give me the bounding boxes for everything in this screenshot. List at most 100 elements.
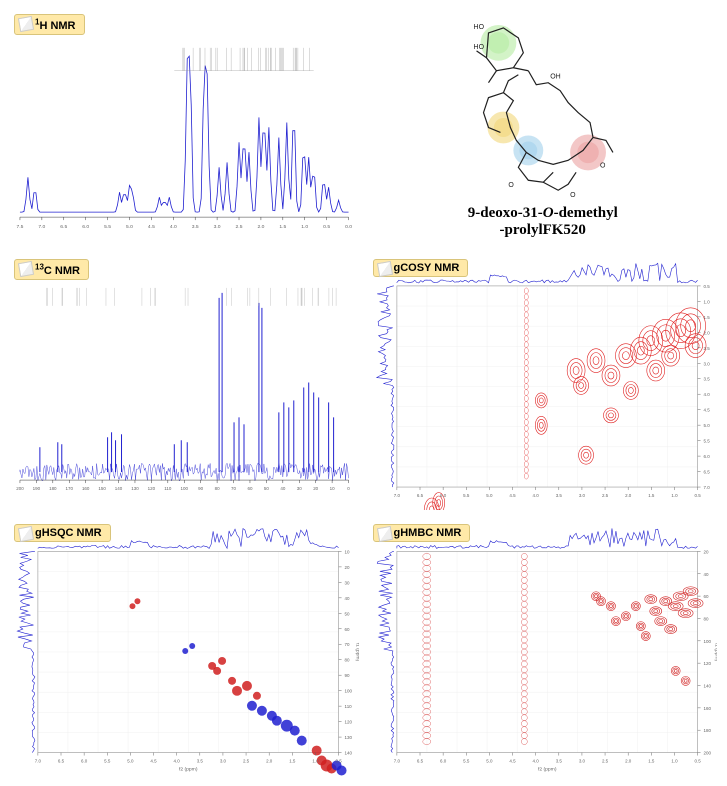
svg-text:2.0: 2.0	[625, 759, 632, 764]
svg-text:20: 20	[313, 486, 318, 491]
svg-text:40: 40	[703, 572, 708, 577]
svg-text:4.5: 4.5	[703, 408, 710, 413]
panel-1h-nmr: 1H NMR 7.57.06.56.05.55.04.54.03.53.02.5…	[10, 10, 359, 245]
svg-text:6.5: 6.5	[58, 759, 65, 764]
spectrum-1h-nmr: 7.57.06.56.05.55.04.54.03.53.02.52.01.51…	[10, 10, 359, 245]
svg-text:3.0: 3.0	[578, 759, 585, 764]
svg-text:0.5: 0.5	[694, 759, 701, 764]
label-text: gHMBC NMR	[394, 527, 462, 539]
svg-text:1.5: 1.5	[648, 759, 655, 764]
svg-text:4.0: 4.0	[532, 759, 539, 764]
label-text: gCOSY NMR	[394, 262, 460, 274]
svg-text:3.5: 3.5	[555, 759, 562, 764]
svg-text:110: 110	[164, 486, 172, 491]
svg-text:6.5: 6.5	[60, 224, 67, 230]
svg-text:150: 150	[98, 486, 106, 491]
label-ghmbc: gHMBC NMR	[373, 524, 471, 542]
svg-text:120: 120	[345, 720, 353, 725]
svg-text:f2 (ppm): f2 (ppm)	[179, 766, 198, 772]
svg-text:6.5: 6.5	[416, 759, 423, 764]
svg-text:7.0: 7.0	[393, 493, 400, 498]
svg-text:2.0: 2.0	[703, 330, 710, 335]
svg-text:4.5: 4.5	[509, 759, 516, 764]
svg-text:6.0: 6.0	[82, 224, 89, 230]
svg-text:2.5: 2.5	[243, 759, 250, 764]
svg-text:120: 120	[703, 661, 711, 666]
svg-text:170: 170	[66, 486, 74, 491]
svg-text:0.0: 0.0	[345, 224, 352, 230]
svg-text:O: O	[508, 182, 514, 189]
svg-text:3.0: 3.0	[703, 361, 710, 366]
spectrum-gcosy: 7.0 6.5 6.0 5.5 5.0 4.5 4.0 3.5 3.0 2.5 2.0 1.5 1.0 0…	[369, 255, 718, 510]
svg-text:140: 140	[703, 683, 711, 688]
svg-text:3.5: 3.5	[703, 377, 710, 382]
svg-text:20: 20	[703, 549, 708, 554]
svg-text:6.5: 6.5	[416, 493, 423, 498]
svg-text:90: 90	[198, 486, 203, 491]
svg-text:1.0: 1.0	[671, 493, 678, 498]
svg-text:60: 60	[703, 594, 708, 599]
svg-text:7.5: 7.5	[16, 224, 23, 230]
svg-text:O: O	[600, 162, 606, 169]
svg-text:6.0: 6.0	[703, 454, 710, 459]
svg-text:2.5: 2.5	[601, 493, 608, 498]
svg-text:90: 90	[345, 673, 350, 678]
label-text: 13C NMR	[35, 265, 80, 277]
svg-text:2.0: 2.0	[625, 493, 632, 498]
svg-text:4.0: 4.0	[703, 392, 710, 397]
panel-ghsqc: gHSQC NMR 7.06.56.05.55.04.54.03.53.02.5…	[10, 520, 359, 776]
svg-text:2.5: 2.5	[601, 759, 608, 764]
spectrum-ghsqc: 7.06.56.05.55.04.54.03.53.02.52.01.51.00…	[10, 520, 359, 776]
svg-text:5.5: 5.5	[463, 493, 470, 498]
svg-text:HO: HO	[473, 24, 484, 31]
svg-text:80: 80	[215, 486, 220, 491]
svg-text:4.5: 4.5	[150, 759, 157, 764]
svg-text:4.5: 4.5	[148, 224, 155, 230]
svg-text:160: 160	[703, 706, 711, 711]
svg-text:130: 130	[345, 735, 353, 740]
svg-text:70: 70	[231, 486, 236, 491]
svg-text:100: 100	[345, 689, 353, 694]
panel-ghmbc: gHMBC NMR 7.06.56.05.55.04.54.03.53.02.5…	[369, 520, 718, 776]
label-1h-nmr: 1H NMR	[14, 14, 85, 35]
svg-text:1.0: 1.0	[312, 759, 319, 764]
svg-text:200: 200	[16, 486, 24, 491]
svg-text:HO: HO	[473, 44, 484, 51]
svg-text:30: 30	[345, 580, 350, 585]
label-13c-nmr: 13C NMR	[14, 259, 89, 280]
svg-text:140: 140	[345, 751, 353, 756]
svg-text:3.0: 3.0	[578, 493, 585, 498]
label-text: 1H NMR	[35, 20, 76, 32]
svg-text:120: 120	[148, 486, 156, 491]
svg-text:5.5: 5.5	[104, 759, 111, 764]
svg-text:3.0: 3.0	[214, 224, 221, 230]
svg-text:1.0: 1.0	[301, 224, 308, 230]
svg-text:7.0: 7.0	[393, 759, 400, 764]
svg-text:5.0: 5.0	[703, 423, 710, 428]
svg-text:0.5: 0.5	[703, 284, 710, 289]
svg-text:6.5: 6.5	[703, 470, 710, 475]
svg-text:1.5: 1.5	[648, 493, 655, 498]
svg-text:160: 160	[82, 486, 90, 491]
compound-name: 9-deoxo-31-O-demethyl-prolylFK520	[369, 205, 718, 239]
svg-text:0.5: 0.5	[323, 224, 330, 230]
svg-text:10: 10	[345, 549, 350, 554]
svg-text:6.0: 6.0	[440, 759, 447, 764]
svg-text:50: 50	[264, 486, 269, 491]
svg-text:180: 180	[49, 486, 57, 491]
svg-text:5.0: 5.0	[486, 493, 493, 498]
svg-text:4.0: 4.0	[170, 224, 177, 230]
svg-text:180: 180	[703, 728, 711, 733]
svg-text:1.5: 1.5	[289, 759, 296, 764]
svg-text:OH: OH	[550, 74, 560, 81]
svg-text:2.0: 2.0	[257, 224, 264, 230]
panel-gcosy: gCOSY NMR 7.0 6.5 6.0 5.5 5.0 4.5 4.0 3.5 3.0 2.5…	[369, 255, 718, 510]
spectrum-ghmbc: 7.06.56.05.55.04.54.03.53.02.52.01.51.00…	[369, 520, 718, 776]
svg-text:6.0: 6.0	[81, 759, 88, 764]
svg-text:70: 70	[345, 642, 350, 647]
svg-text:40: 40	[280, 486, 285, 491]
svg-text:110: 110	[345, 704, 353, 709]
svg-text:4.5: 4.5	[509, 493, 516, 498]
svg-text:50: 50	[345, 611, 350, 616]
panel-structure: HOHOOHOOO 9-deoxo-31-O-demethyl-prolylFK…	[369, 10, 718, 245]
